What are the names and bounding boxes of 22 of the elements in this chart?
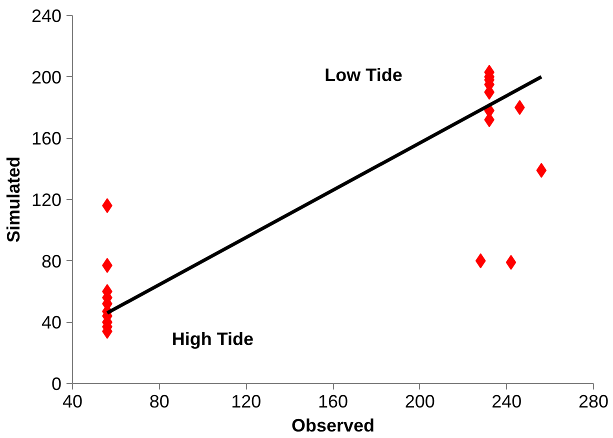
- y-tick-label: 40: [41, 312, 62, 333]
- x-tick-label: 280: [578, 392, 609, 412]
- point: [506, 254, 516, 270]
- annotation: Low Tide: [324, 64, 402, 85]
- x-tick-label: 200: [404, 392, 435, 412]
- x-tick-label: 80: [149, 392, 170, 412]
- y-tick-label: 240: [31, 6, 62, 26]
- x-tick-label: 120: [231, 392, 262, 412]
- y-tick-label: 80: [41, 251, 62, 272]
- point: [514, 100, 525, 115]
- point: [536, 162, 547, 178]
- x-tick-label: 160: [318, 392, 348, 412]
- x-tick-label: 40: [62, 392, 83, 412]
- y-tick-label: 0: [51, 374, 62, 394]
- x-tick-label: 240: [492, 392, 522, 412]
- y-tick-label: 160: [31, 128, 62, 149]
- point: [475, 253, 486, 268]
- y-tick-label: 120: [31, 190, 62, 210]
- x-axis-title: Observed: [291, 416, 375, 436]
- y-tick-label: 200: [31, 67, 62, 88]
- annotation: High Tide: [172, 328, 254, 349]
- y-axis-title: Simulated: [3, 156, 24, 243]
